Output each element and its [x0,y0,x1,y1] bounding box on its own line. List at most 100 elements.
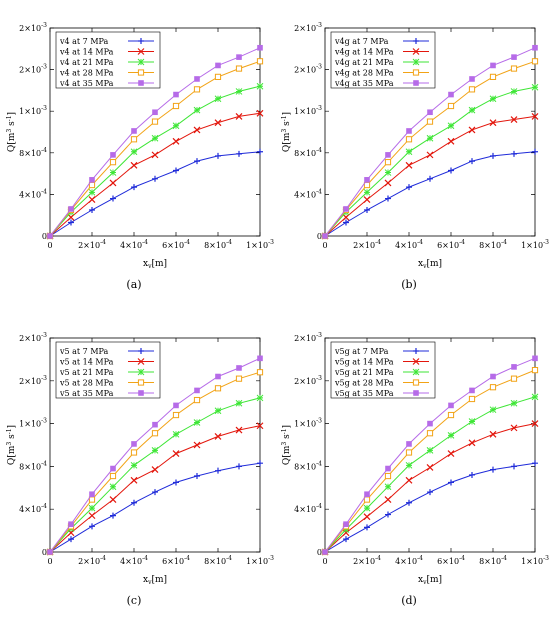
data-point [427,175,433,182]
data-point [342,213,350,221]
data-point [532,460,538,467]
legend-swatch-marker [412,48,420,55]
x-tick-label: 0 [322,557,327,566]
data-point [214,433,222,440]
data-point [130,161,138,169]
data-point [489,406,497,414]
legend-swatch-marker [138,38,144,44]
data-point [343,219,349,226]
data-point [152,421,158,428]
data-point [193,126,201,134]
data-point [405,148,413,156]
data-point [110,195,116,202]
legend-entry-label: v4g at 21 MPa [334,58,394,67]
data-point [384,169,392,176]
data-point [109,179,117,187]
data-point [109,169,117,176]
x-tick-label: 8×10-4 [479,555,507,566]
legend-swatch-marker [137,69,145,76]
data-point [426,151,434,159]
data-point [406,128,412,134]
legend-entry-label: v4 at 21 MPa [59,58,114,67]
legend-swatch-marker [413,390,419,396]
data-point [131,184,137,191]
legend-entry-label: v5g at 14 MPa [334,358,394,367]
y-tick-label: 2×10-3 [19,375,47,386]
data-point [88,188,96,196]
data-point [448,479,454,486]
data-point [89,207,95,213]
data-point [384,483,392,491]
data-point [490,373,496,380]
data-point [68,206,74,212]
data-point [131,441,137,447]
data-point [257,355,263,362]
data-point [172,102,180,110]
data-point [510,65,518,72]
x-tick-label: 8×10-4 [479,239,507,250]
data-point [88,512,96,520]
x-tick-label: 0 [322,241,327,250]
data-point [193,106,201,114]
data-point [343,206,349,212]
data-point [531,112,539,120]
y-axis-label: Q[m3 s-1] [6,425,17,465]
data-point [214,385,222,392]
panel-caption: (d) [401,594,417,607]
data-point [447,137,455,145]
data-point [384,159,392,166]
data-point [469,387,475,394]
data-point [532,148,538,155]
data-point [173,167,179,174]
legend-entry-label: v4g at 35 MPa [334,79,394,88]
plot-frame [324,27,536,237]
series-line [49,462,261,553]
data-point [469,158,475,165]
data-point [151,118,159,125]
data-point [511,150,517,157]
data-point [152,175,158,182]
x-tick-label: 4×10-4 [395,555,423,566]
data-point [364,491,370,498]
data-point [406,499,412,506]
legend-swatch-marker [412,58,420,66]
y-tick-label: 2×10-3 [19,22,47,33]
data-point [385,195,391,202]
x-tick-label: 4×10-4 [120,239,148,250]
data-point [426,118,434,125]
data-point [447,122,455,130]
data-point [109,472,117,480]
y-tick-label: 1×10-3 [294,418,322,429]
data-point [489,430,497,438]
data-point [47,549,53,555]
data-point [469,471,475,478]
data-point [343,536,349,543]
y-tick-label: 0 [317,232,322,241]
data-point [531,367,539,374]
data-point [235,375,243,382]
data-point [364,177,370,183]
y-tick-label: 8×10-4 [294,147,322,158]
legend-swatch-marker [138,80,144,86]
panel-caption: (b) [401,278,417,291]
data-point [215,467,221,474]
data-point [447,102,455,110]
data-point [447,432,455,439]
data-point [511,54,517,60]
y-tick-label: 4×10-4 [294,503,322,514]
data-point [130,148,138,156]
data-point [385,152,391,158]
y-tick-label: 8×10-4 [19,460,47,471]
data-point [510,116,518,123]
x-tick-label: 4×10-4 [120,555,148,566]
data-point [469,76,475,82]
data-point [489,384,497,391]
data-point [257,148,263,155]
data-point [256,369,264,376]
data-point [511,364,517,370]
y-tick-label: 2×10-3 [294,332,322,343]
legend-entry-label: v5 at 7 MPa [59,347,109,356]
data-point [131,128,137,134]
data-point [490,152,496,159]
